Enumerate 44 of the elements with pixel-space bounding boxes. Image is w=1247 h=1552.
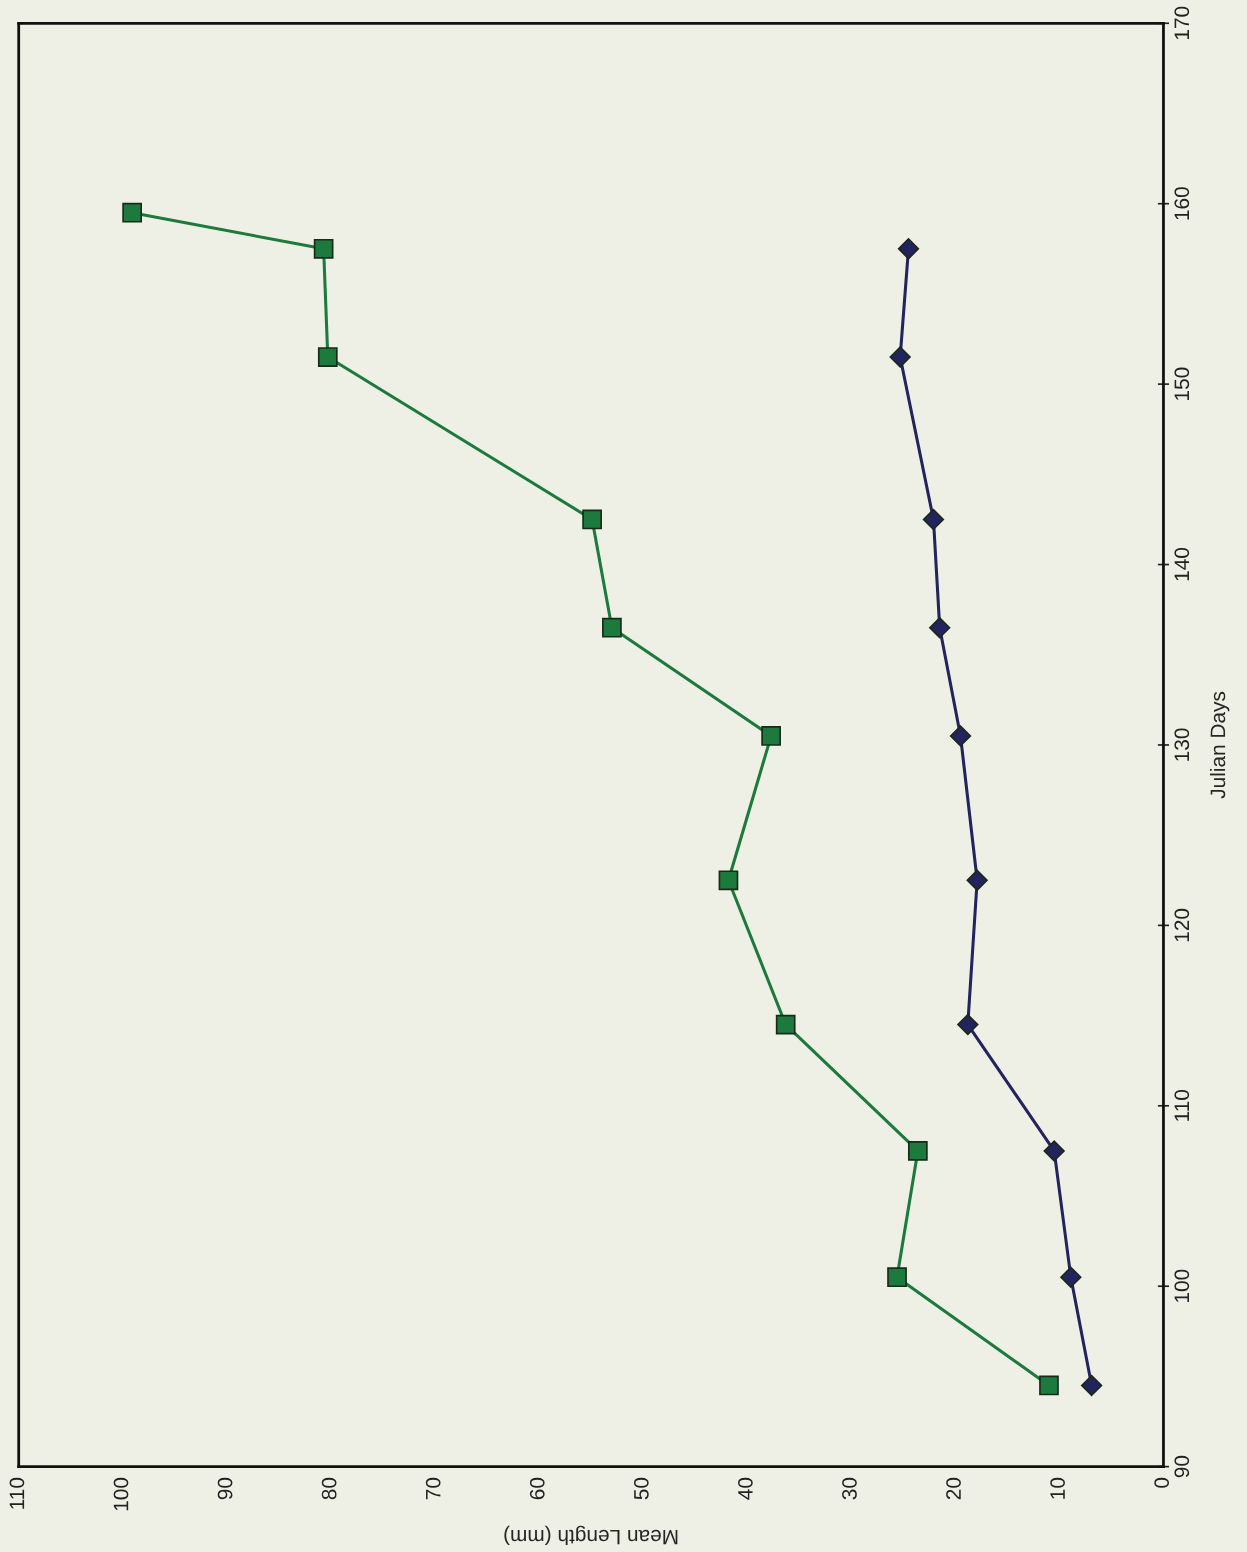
x-tick-label: 10: [1050, 1477, 1065, 1499]
y-tick-label: 130: [1174, 728, 1190, 761]
x-tick-label: 30: [842, 1477, 857, 1500]
point: [1039, 1375, 1059, 1396]
point: [907, 1141, 928, 1161]
y-tick-label: 110: [1174, 1090, 1190, 1121]
y-tick-label: 140: [1174, 547, 1190, 581]
x-tick-label: 20: [946, 1477, 961, 1500]
x-tick-label: 60: [529, 1477, 545, 1500]
x-tick-label: 50: [633, 1477, 649, 1500]
point: [1043, 1140, 1065, 1162]
point: [761, 726, 781, 746]
point: [889, 346, 911, 368]
y-tick-label: 150: [1174, 367, 1190, 400]
point: [602, 617, 622, 638]
x-tick-label: 110: [9, 1477, 25, 1509]
point: [775, 1014, 796, 1035]
point: [582, 509, 602, 530]
point: [1060, 1266, 1082, 1288]
x-tick-label: 90: [217, 1477, 233, 1500]
point: [957, 1013, 979, 1036]
y-tick-label: 90: [1174, 1455, 1190, 1478]
point: [122, 202, 143, 223]
point: [317, 347, 338, 367]
point: [887, 1267, 907, 1288]
point: [313, 238, 334, 259]
point: [897, 238, 920, 260]
point: [929, 617, 951, 639]
y-tick-label: 160: [1174, 187, 1190, 220]
y-tick-label: 120: [1174, 908, 1190, 942]
x-tick-label: 0: [1154, 1477, 1170, 1488]
x-tick-label: 70: [425, 1477, 441, 1500]
point: [949, 725, 972, 747]
point: [1080, 1374, 1103, 1397]
point: [922, 508, 945, 531]
y-tick-label: 100: [1174, 1269, 1190, 1303]
point: [966, 869, 988, 891]
x-axis-title: Mean Length (mm): [504, 1525, 678, 1546]
x-tick-label: 80: [321, 1477, 337, 1500]
y-axis-title: Julian Days: [1209, 691, 1230, 799]
x-tick-label: 100: [113, 1477, 129, 1511]
y-tick-label: 170: [1174, 6, 1190, 40]
point: [718, 870, 739, 891]
x-tick-label: 40: [738, 1477, 753, 1500]
